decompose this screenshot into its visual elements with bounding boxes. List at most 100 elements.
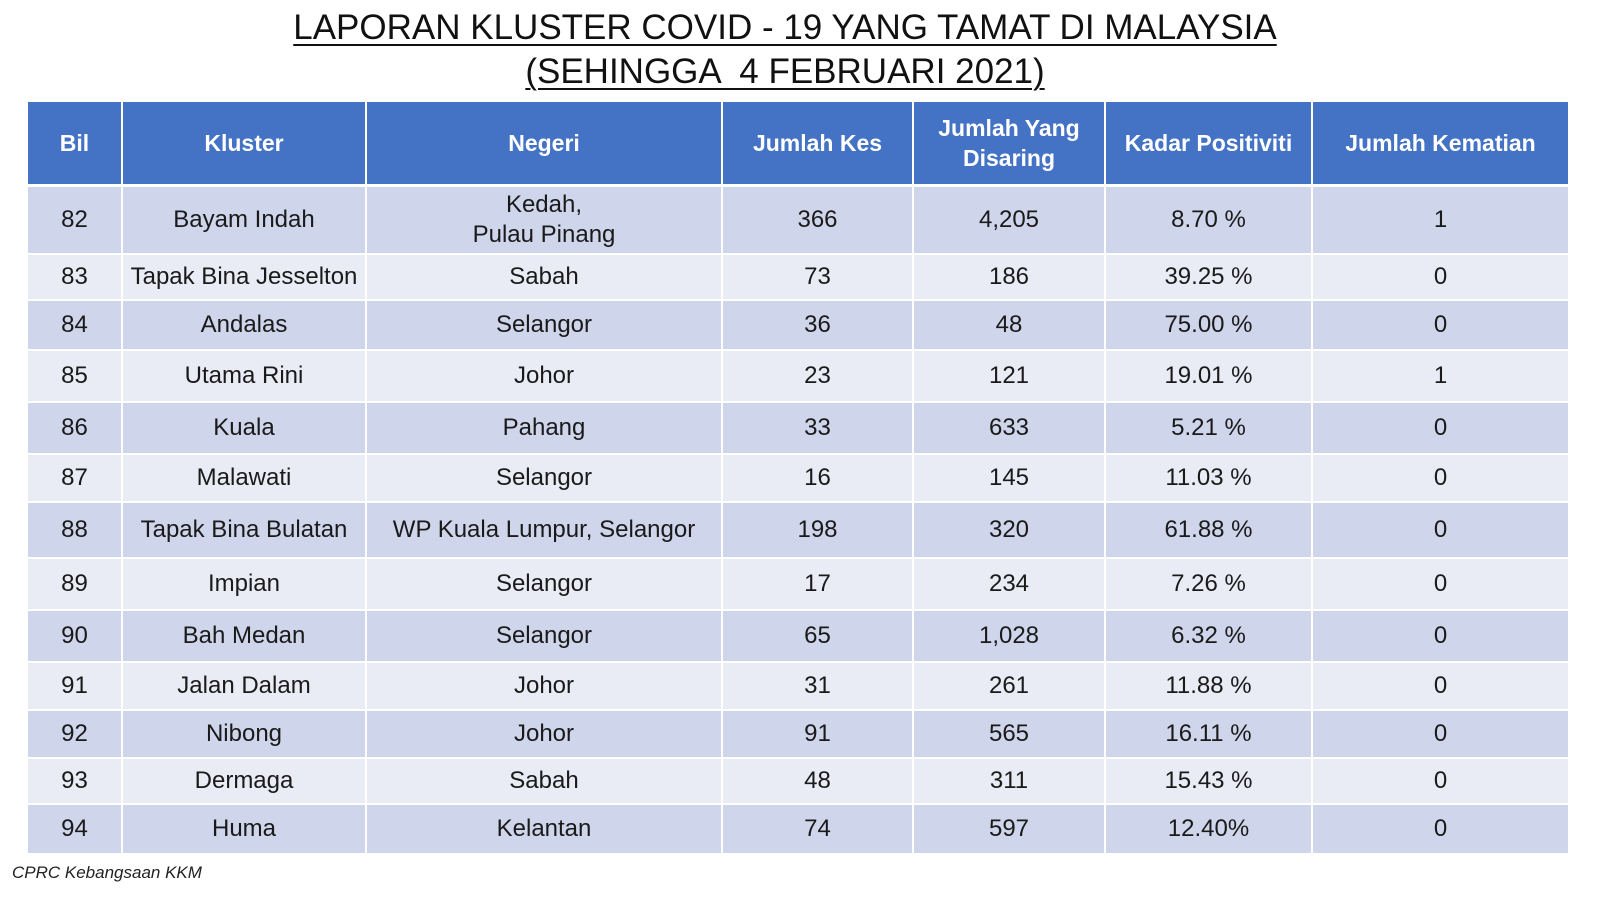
cell-jumlah-kematian: 0 (1313, 503, 1568, 559)
header-negeri: Negeri (367, 102, 723, 187)
cell-bil: 90 (28, 611, 123, 663)
cell-bil: 88 (28, 503, 123, 559)
cell-kluster: Kuala (123, 403, 367, 455)
cell-negeri: Selangor (367, 455, 723, 503)
cell-jumlah-kematian: 0 (1313, 255, 1568, 301)
table-header-row: Bil Kluster Negeri Jumlah Kes Jumlah Yan… (28, 102, 1568, 187)
table-row: 93 Dermaga Sabah 48 311 15.43 % 0 (28, 759, 1568, 805)
cell-kadar-positiviti: 11.03 % (1106, 455, 1313, 503)
cell-kadar-positiviti: 16.11 % (1106, 711, 1313, 759)
cell-jumlah-kes: 23 (723, 351, 914, 403)
cell-jumlah-kes: 74 (723, 805, 914, 855)
header-jumlah-kematian: Jumlah Kematian (1313, 102, 1568, 187)
cell-negeri: Kedah, Pulau Pinang (367, 187, 723, 255)
cell-jumlah-kematian: 0 (1313, 301, 1568, 351)
table-row: 91 Jalan Dalam Johor 31 261 11.88 % 0 (28, 663, 1568, 711)
cell-jumlah-disaring: 48 (914, 301, 1106, 351)
cell-jumlah-kematian: 0 (1313, 711, 1568, 759)
cell-kadar-positiviti: 11.88 % (1106, 663, 1313, 711)
cell-jumlah-kes: 31 (723, 663, 914, 711)
cell-negeri: Johor (367, 663, 723, 711)
cell-negeri: Selangor (367, 301, 723, 351)
cell-jumlah-kes: 17 (723, 559, 914, 611)
cell-jumlah-kes: 65 (723, 611, 914, 663)
cell-jumlah-kematian: 0 (1313, 403, 1568, 455)
table-row: 94 Huma Kelantan 74 597 12.40% 0 (28, 805, 1568, 855)
cell-bil: 84 (28, 301, 123, 351)
header-jumlah-kes: Jumlah Kes (723, 102, 914, 187)
header-bil: Bil (28, 102, 123, 187)
cell-jumlah-disaring: 186 (914, 255, 1106, 301)
cell-jumlah-disaring: 311 (914, 759, 1106, 805)
cell-jumlah-kematian: 0 (1313, 663, 1568, 711)
cell-bil: 83 (28, 255, 123, 301)
cell-jumlah-kes: 73 (723, 255, 914, 301)
cell-jumlah-kes: 16 (723, 455, 914, 503)
cell-jumlah-kematian: 0 (1313, 759, 1568, 805)
cell-jumlah-disaring: 565 (914, 711, 1106, 759)
cell-jumlah-disaring: 234 (914, 559, 1106, 611)
cell-kluster: Utama Rini (123, 351, 367, 403)
table-row: 92 Nibong Johor 91 565 16.11 % 0 (28, 711, 1568, 759)
cell-bil: 85 (28, 351, 123, 403)
cell-bil: 86 (28, 403, 123, 455)
cell-kluster: Jalan Dalam (123, 663, 367, 711)
cell-kadar-positiviti: 6.32 % (1106, 611, 1313, 663)
cell-kadar-positiviti: 19.01 % (1106, 351, 1313, 403)
cell-negeri: WP Kuala Lumpur, Selangor (367, 503, 723, 559)
cell-jumlah-kes: 36 (723, 301, 914, 351)
table-row: 90 Bah Medan Selangor 65 1,028 6.32 % 0 (28, 611, 1568, 663)
cell-jumlah-kematian: 0 (1313, 611, 1568, 663)
title-line-2: (SEHINGGA 4 FEBRUARI 2021) (525, 52, 1045, 91)
cell-jumlah-kes: 33 (723, 403, 914, 455)
cell-negeri: Selangor (367, 559, 723, 611)
cell-kluster: Impian (123, 559, 367, 611)
cell-kadar-positiviti: 39.25 % (1106, 255, 1313, 301)
cell-jumlah-kes: 48 (723, 759, 914, 805)
cell-bil: 82 (28, 187, 123, 255)
cell-bil: 93 (28, 759, 123, 805)
cell-jumlah-kematian: 0 (1313, 805, 1568, 855)
cell-jumlah-disaring: 261 (914, 663, 1106, 711)
table-row: 85 Utama Rini Johor 23 121 19.01 % 1 (28, 351, 1568, 403)
table-row: 88 Tapak Bina Bulatan WP Kuala Lumpur, S… (28, 503, 1568, 559)
cell-jumlah-kes: 91 (723, 711, 914, 759)
cluster-table: Bil Kluster Negeri Jumlah Kes Jumlah Yan… (28, 102, 1568, 855)
source-note: CPRC Kebangsaan KKM (12, 863, 202, 882)
cell-kluster: Huma (123, 805, 367, 855)
cell-kadar-positiviti: 8.70 % (1106, 187, 1313, 255)
table-row: 89 Impian Selangor 17 234 7.26 % 0 (28, 559, 1568, 611)
cell-negeri: Johor (367, 711, 723, 759)
cell-jumlah-kematian: 1 (1313, 351, 1568, 403)
header-jumlah-disaring: Jumlah Yang Disaring (914, 102, 1106, 187)
title-line-1: LAPORAN KLUSTER COVID - 19 YANG TAMAT DI… (293, 8, 1277, 47)
table-row: 86 Kuala Pahang 33 633 5.21 % 0 (28, 403, 1568, 455)
cell-kadar-positiviti: 12.40% (1106, 805, 1313, 855)
cell-jumlah-kematian: 0 (1313, 455, 1568, 503)
cell-negeri: Sabah (367, 759, 723, 805)
cell-negeri: Selangor (367, 611, 723, 663)
table-row: 87 Malawati Selangor 16 145 11.03 % 0 (28, 455, 1568, 503)
cell-kluster: Nibong (123, 711, 367, 759)
cell-jumlah-kematian: 1 (1313, 187, 1568, 255)
cell-jumlah-kes: 366 (723, 187, 914, 255)
cell-negeri: Sabah (367, 255, 723, 301)
cell-bil: 91 (28, 663, 123, 711)
cell-kluster: Tapak Bina Bulatan (123, 503, 367, 559)
cell-kluster: Andalas (123, 301, 367, 351)
cell-kadar-positiviti: 61.88 % (1106, 503, 1313, 559)
cell-jumlah-disaring: 1,028 (914, 611, 1106, 663)
cell-negeri-line1: Kedah, (505, 191, 583, 218)
header-kadar-positiviti: Kadar Positiviti (1106, 102, 1313, 187)
cell-jumlah-disaring: 121 (914, 351, 1106, 403)
cell-kluster: Dermaga (123, 759, 367, 805)
cell-negeri: Kelantan (367, 805, 723, 855)
table-row: 84 Andalas Selangor 36 48 75.00 % 0 (28, 301, 1568, 351)
cell-kluster: Bah Medan (123, 611, 367, 663)
table-row: 82 Bayam Indah Kedah, Pulau Pinang 366 4,… (28, 187, 1568, 255)
cell-kadar-positiviti: 5.21 % (1106, 403, 1313, 455)
cell-negeri-line2: Pulau Pinang (472, 221, 616, 248)
cell-kadar-positiviti: 7.26 % (1106, 559, 1313, 611)
cell-jumlah-disaring: 4,205 (914, 187, 1106, 255)
cell-kluster: Malawati (123, 455, 367, 503)
